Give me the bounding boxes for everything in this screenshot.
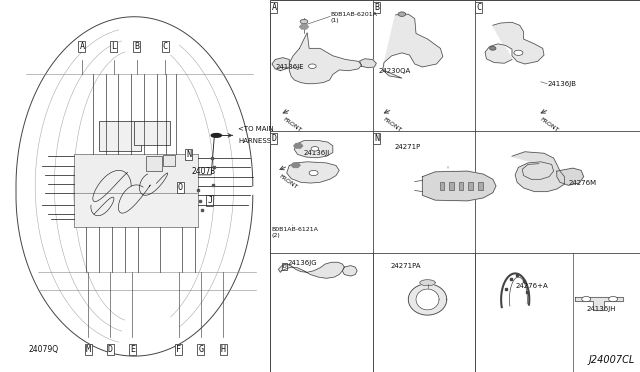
Text: G: G	[198, 345, 204, 354]
Bar	[134, 121, 170, 145]
Text: D: D	[271, 134, 276, 143]
Text: B0B1AB-6121A
(2): B0B1AB-6121A (2)	[271, 227, 318, 238]
Text: 24078: 24078	[192, 167, 216, 176]
Text: FRONT: FRONT	[278, 173, 298, 190]
Bar	[99, 121, 141, 151]
Circle shape	[490, 46, 496, 50]
Text: O: O	[178, 183, 183, 192]
Bar	[459, 182, 463, 190]
Text: E: E	[130, 345, 135, 354]
Text: 24136JE: 24136JE	[275, 64, 304, 70]
Bar	[74, 154, 198, 227]
Polygon shape	[291, 163, 300, 167]
Polygon shape	[512, 152, 564, 192]
Bar	[146, 156, 162, 171]
Polygon shape	[272, 58, 289, 71]
Circle shape	[311, 147, 319, 151]
Circle shape	[514, 50, 523, 55]
Bar	[74, 154, 198, 193]
Text: 24079Q: 24079Q	[29, 345, 59, 354]
Text: HARNESS>: HARNESS>	[238, 138, 277, 144]
Text: 24136JG: 24136JG	[288, 260, 317, 266]
Circle shape	[398, 12, 406, 16]
Polygon shape	[287, 162, 339, 183]
Polygon shape	[485, 22, 544, 64]
Text: N: N	[186, 150, 191, 159]
Text: D: D	[108, 345, 113, 354]
Text: A: A	[271, 3, 276, 12]
Polygon shape	[422, 171, 496, 201]
Polygon shape	[416, 289, 439, 310]
Text: 24230QA: 24230QA	[379, 68, 411, 74]
Polygon shape	[294, 141, 333, 158]
Circle shape	[582, 296, 591, 302]
Polygon shape	[420, 280, 435, 286]
Text: A: A	[79, 42, 84, 51]
Text: <TO MAIN: <TO MAIN	[238, 126, 274, 132]
Bar	[478, 182, 483, 190]
Text: C: C	[163, 42, 168, 51]
Polygon shape	[383, 14, 443, 78]
Text: 24136JJ: 24136JJ	[303, 150, 330, 155]
Bar	[163, 155, 175, 166]
Text: D: D	[282, 264, 286, 269]
Polygon shape	[557, 168, 584, 185]
Text: FRONT: FRONT	[539, 117, 559, 133]
Bar	[270, 0, 640, 372]
Circle shape	[300, 19, 308, 24]
Text: B0B1AB-6201A
(1): B0B1AB-6201A (1)	[330, 12, 377, 23]
Text: 24276M: 24276M	[568, 180, 596, 186]
Polygon shape	[408, 284, 447, 315]
Text: 24276+A: 24276+A	[515, 283, 548, 289]
Text: FRONT: FRONT	[382, 117, 403, 133]
Bar	[440, 182, 444, 190]
Text: FRONT: FRONT	[282, 117, 302, 133]
Polygon shape	[289, 33, 362, 84]
Text: J: J	[207, 196, 212, 205]
Text: 24271P: 24271P	[395, 144, 421, 150]
Polygon shape	[360, 59, 376, 68]
Text: 24136JH: 24136JH	[586, 306, 616, 312]
Circle shape	[609, 296, 618, 302]
Text: 24271PA: 24271PA	[390, 263, 421, 269]
Text: J24007CL: J24007CL	[589, 355, 635, 365]
Text: B: B	[134, 42, 140, 51]
Polygon shape	[211, 134, 221, 137]
Text: B: B	[374, 3, 380, 12]
Text: N: N	[374, 134, 380, 143]
Text: F: F	[176, 345, 181, 354]
Polygon shape	[342, 266, 357, 276]
Circle shape	[308, 64, 316, 68]
Bar	[74, 193, 198, 227]
Text: H: H	[221, 345, 226, 354]
Polygon shape	[278, 262, 344, 278]
Text: L: L	[111, 42, 116, 51]
Circle shape	[309, 170, 318, 176]
Text: 24136JB: 24136JB	[547, 81, 576, 87]
Bar	[468, 182, 473, 190]
Polygon shape	[575, 297, 623, 310]
Polygon shape	[300, 25, 308, 29]
Bar	[449, 182, 454, 190]
Polygon shape	[294, 144, 303, 148]
Text: C: C	[476, 3, 481, 12]
Text: M: M	[86, 345, 91, 354]
